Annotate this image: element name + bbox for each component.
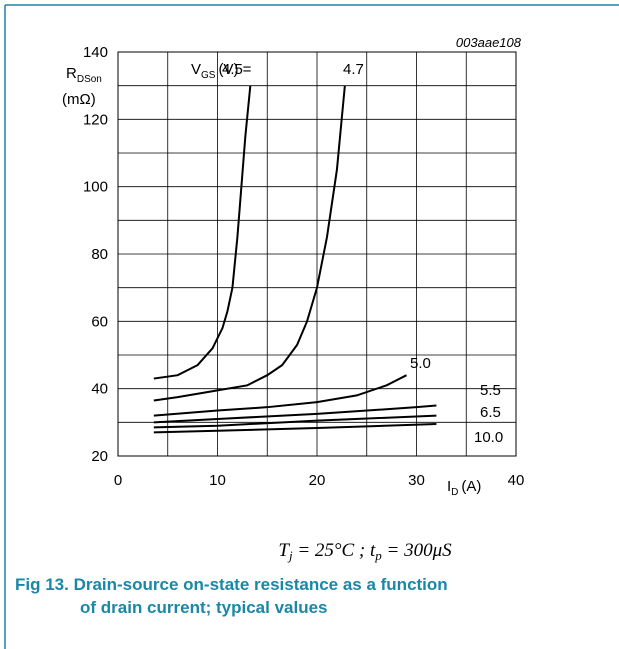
series-line	[153, 374, 408, 417]
figure-id: 003aae108	[456, 35, 522, 50]
y-tick-label: 60	[91, 313, 108, 330]
series-line	[153, 85, 252, 380]
x-tick-label: 10	[209, 472, 226, 489]
conditions: Tj = 25°C ; tp = 300μS	[278, 540, 452, 563]
series-line	[153, 404, 437, 424]
series-line	[153, 85, 346, 402]
series-line	[153, 423, 437, 434]
series-name: 5.5	[480, 382, 501, 399]
caption: of drain current; typical values	[80, 598, 328, 617]
series-name: 6.5	[480, 404, 501, 421]
series-label: VGS (V) =	[191, 61, 252, 81]
x-label: ID (A)	[447, 478, 481, 498]
series-name: 4.5	[222, 61, 243, 78]
y-label: RDSon	[66, 65, 102, 85]
y-tick-label: 40	[91, 381, 108, 398]
x-tick-label: 30	[408, 472, 425, 489]
series-name: 10.0	[474, 429, 503, 446]
caption: Fig 13. Drain-source on-state resistance…	[15, 575, 448, 594]
y-unit: (mΩ)	[62, 91, 96, 108]
x-tick-label: 40	[508, 472, 525, 489]
x-tick-label: 20	[309, 472, 326, 489]
y-tick-label: 120	[83, 111, 108, 128]
series-name: 5.0	[410, 355, 431, 372]
series-name: 4.7	[343, 61, 364, 78]
y-tick-label: 100	[83, 179, 108, 196]
series-line	[153, 414, 437, 429]
y-tick-label: 80	[91, 246, 108, 263]
y-tick-label: 20	[91, 448, 108, 465]
y-tick-label: 140	[83, 44, 108, 61]
x-tick-label: 0	[114, 472, 122, 489]
